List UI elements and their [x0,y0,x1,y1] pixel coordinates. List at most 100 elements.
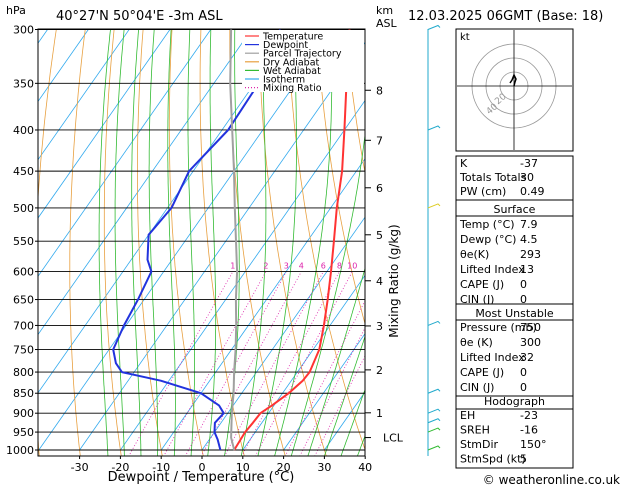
pressure-tick-label: 650 [13,294,34,307]
table-row-label: CAPE (J) [460,366,504,379]
table-row-value: -23 [520,409,538,422]
mixing-ratio-label: 6 [321,262,326,271]
mixing-ratio-label: 2 [263,262,268,271]
table-row-label: K [460,157,468,170]
table-row-label: Pressure (mb) [460,321,537,334]
isotherm-lines [38,29,365,451]
pressure-tick-label: 700 [13,319,34,332]
wet-adiabat-line [257,29,297,456]
dry-adiabat-line [69,29,86,456]
temperature-axis: -30 -20 -10 0 10 20 30 40 [71,456,372,474]
pressure-tick-label: 550 [13,235,34,248]
wet-adiabat-line [131,29,142,456]
table-row-label: SREH [460,424,490,437]
isotherm-line [38,29,293,394]
table-row-value: 0 [520,366,527,379]
pressure-tick-label: 600 [13,266,34,279]
mixing-ratio-label: 3 [284,262,289,271]
table-row-value: 4.5 [520,233,538,246]
sounding-series [112,29,351,451]
table-row-label: Dewp (°C) [460,233,516,246]
isotherm-line [283,333,365,451]
table-row-value: -37 [520,157,538,170]
legend-label: Dry Adiabat [263,57,320,68]
wind-barb [427,427,441,433]
wet-adiabat-line [167,29,176,456]
km-label: km [376,4,393,17]
wind-barb [427,408,441,414]
table-row-value: 32 [520,351,534,364]
skewt-plot-area: 1 2 3 4 6 8 10 16 20 25 [38,18,629,467]
dry-adiabat-line [574,18,629,467]
wind-barb [427,203,441,209]
hodograph-trace [509,73,517,87]
surface-box [455,199,574,305]
legend-label: Temperature [262,32,323,43]
table-row-value: 0 [520,381,527,394]
x-axis-label: Dewpoint / Temperature (°C) [108,470,295,485]
km-tick-label: 7 [376,134,383,147]
legend-label: Mixing Ratio [263,83,322,94]
wet-adiabat-line [274,29,333,456]
table-row-value: -16 [520,424,538,437]
table-row-value: 0 [520,278,527,291]
mixing-ratio-axis-label: Mixing Ratio (g/kg) [387,224,401,337]
temperature-tick-label: -30 [71,461,89,474]
isotherm-line [160,158,365,451]
wet-adiabat-line [114,29,125,456]
km-tick-label: 5 [376,229,383,242]
isotherm-line [38,29,89,103]
pressure-tick-label: 400 [13,124,34,137]
mixing-ratio-line [254,271,353,456]
km-tick-label: 1 [376,407,383,420]
dry-adiabat-line [103,29,122,456]
table-row-label: CIN (J) [460,293,494,306]
pressure-tick-label: 950 [13,426,34,439]
wind-barb [427,125,441,131]
table-row-label: θe (K) [460,336,493,349]
wet-adiabat-line [323,335,365,456]
wet-adiabat-line [187,29,196,456]
location-title: 40°27'N 50°04'E -3m ASL [56,9,223,24]
dry-adiabat-line [316,29,365,326]
table-row-label: CAPE (J) [460,278,504,291]
table-title: Most Unstable [475,307,554,320]
legend-label: Wet Adiabat [263,66,321,77]
table-row-value: 0.49 [520,185,545,198]
table-title: Hodograph [484,395,545,408]
table-row-value: 0 [520,293,527,306]
hpa-label: hPa [6,4,26,17]
legend-label: Parcel Trajectory [263,49,342,60]
pressure-tick-label: 900 [13,407,34,420]
isotherm-line [38,29,130,161]
dry-adiabat-line [345,29,365,175]
wet-adiabat-line [290,131,365,456]
wind-barbs [427,24,441,451]
dry-adiabat-line [38,29,57,456]
table-row-label: StmSpd (kt) [460,453,526,466]
temperature-tick-label: 40 [358,461,372,474]
hodograph-unit-label: kt [460,32,470,43]
km-tick-label: LCL [383,432,404,445]
isotherm-line [79,41,365,451]
table-row-label: StmDir [460,438,499,451]
mixing-ratio-label: 16 [375,262,385,271]
wind-barb [427,418,441,424]
mixing-ratio-labels: 1 2 3 4 6 8 10 16 20 25 [230,262,385,271]
temperature-tick-label: 30 [317,461,331,474]
km-tick-label: 3 [376,320,383,333]
pressure-tick-label: 850 [13,387,34,400]
km-tick-label: 6 [376,182,383,195]
isotherm-line [120,99,365,451]
table-row-value: 30 [520,171,534,184]
wet-adiabat-line [340,388,365,456]
pressure-tick-label: 300 [13,24,34,37]
wet-adiabat-lines [98,29,365,456]
isotherm-line [38,29,334,451]
datetime-title: 12.03.2025 06GMT (Base: 18) [408,9,603,24]
hodograph-frame [455,28,574,152]
table-row-value: 300 [520,336,541,349]
